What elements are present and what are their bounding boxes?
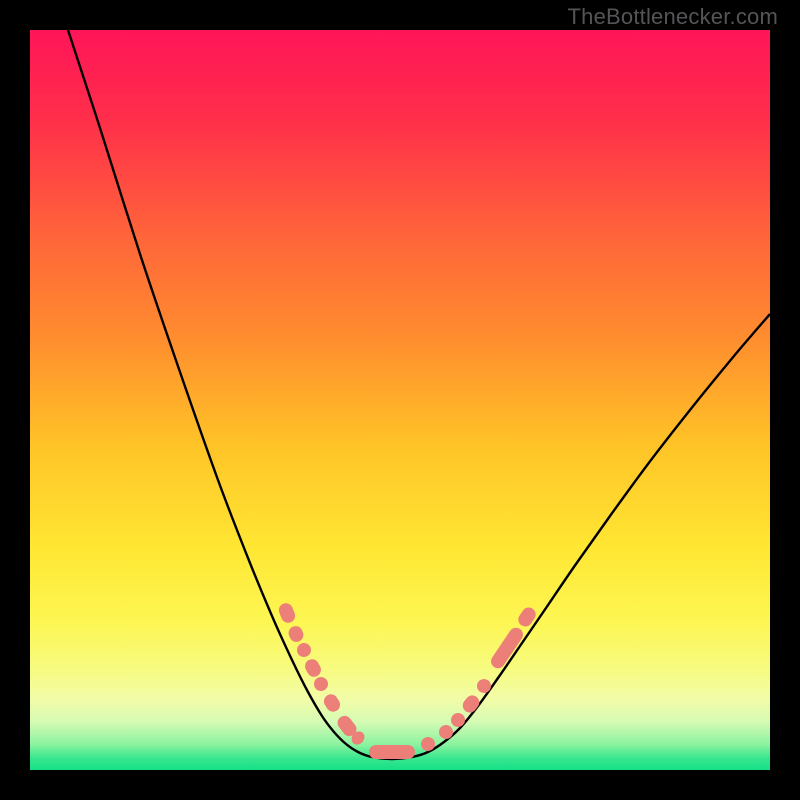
watermark-text: TheBottlenecker.com bbox=[568, 4, 778, 30]
marker-point bbox=[369, 745, 415, 759]
gradient-background bbox=[30, 30, 770, 770]
bottleneck-chart bbox=[0, 0, 800, 800]
